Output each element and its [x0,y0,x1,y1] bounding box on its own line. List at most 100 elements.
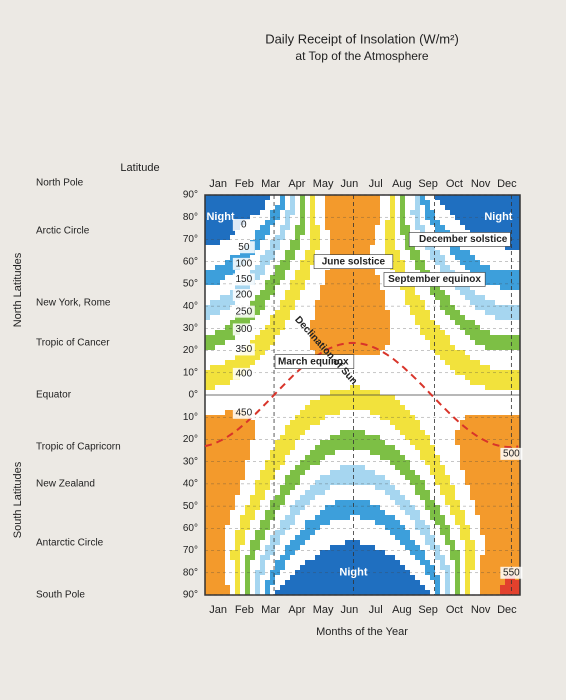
contour-band [320,220,326,226]
contour-band [445,325,451,331]
contour-band [385,290,391,296]
contour-band [205,235,211,241]
contour-band [255,530,261,536]
contour-band [460,340,466,346]
contour-band [485,525,491,531]
contour-band [230,570,236,576]
contour-band [335,545,341,551]
contour-band [465,245,471,251]
contour-band [465,360,471,366]
contour-band [365,240,371,246]
contour-band [420,445,426,451]
contour-band [405,440,411,446]
contour-band [315,560,321,566]
contour-band [205,475,211,481]
contour-band [330,420,336,426]
contour-band [435,415,441,421]
contour-band [305,310,311,316]
contour-band [470,200,476,206]
contour-band [455,545,461,551]
contour-band [300,300,306,306]
contour-band [210,320,216,326]
contour-band [290,325,296,331]
contour-band [340,540,346,546]
contour-band [285,220,291,226]
contour-band [360,200,366,206]
contour-band [240,550,246,556]
contour-band [275,485,281,491]
contour-band [215,235,221,241]
contour-band [465,310,471,316]
contour-band [500,420,506,426]
contour-band [395,565,401,571]
contour-band [470,520,476,526]
contour-band [380,390,386,396]
contour-band [270,205,276,211]
contour-band [305,260,311,266]
contour-band [460,585,466,591]
contour-band [255,415,261,421]
contour-band [275,435,281,441]
contour-band [370,225,376,231]
contour-band [455,215,461,221]
contour-band [280,570,286,576]
contour-band [345,250,351,256]
contour-band [205,565,211,571]
contour-band [210,530,216,536]
contour-band [475,540,481,546]
contour-band [380,360,386,366]
contour-band [445,430,451,436]
contour-band [255,325,261,331]
contour-band [420,310,426,316]
contour-band [230,240,236,246]
contour-band [210,395,216,401]
contour-band [440,450,446,456]
contour-band [445,395,451,401]
contour-band [235,495,241,501]
contour-band [415,435,421,441]
contour-band [295,310,301,316]
contour-band [435,365,441,371]
contour-band [390,405,396,411]
contour-band [270,250,276,256]
contour-band [375,490,381,496]
contour-band [410,570,416,576]
contour-band [365,425,371,431]
contour-band [215,535,221,541]
contour-band [255,540,261,546]
contour-band [480,470,486,476]
contour-band [280,525,286,531]
contour-band [315,530,321,536]
contour-band [325,575,331,581]
contour-band [355,195,361,201]
contour-band [290,345,296,351]
contour-band [500,205,506,211]
contour-band [490,270,496,276]
contour-band [420,415,426,421]
contour-band [510,375,516,381]
contour-band [220,300,226,306]
contour-band [240,510,246,516]
contour-band [235,400,241,406]
contour-band [495,220,501,226]
contour-band [415,475,421,481]
contour-band [290,485,296,491]
contour-band [360,445,366,451]
contour-band [500,265,506,271]
contour-band [260,300,266,306]
contour-band [445,295,451,301]
contour-band [370,375,376,381]
contour-band [355,325,361,331]
contour-band [500,485,506,491]
contour-band [430,310,436,316]
contour-band [340,375,346,381]
contour-band [365,480,371,486]
contour-band [325,515,331,521]
contour-band [515,200,521,206]
contour-band [310,290,316,296]
contour-band [450,500,456,506]
contour-band [415,500,421,506]
contour-band [210,245,216,251]
contour-band [375,445,381,451]
contour-band [420,555,426,561]
